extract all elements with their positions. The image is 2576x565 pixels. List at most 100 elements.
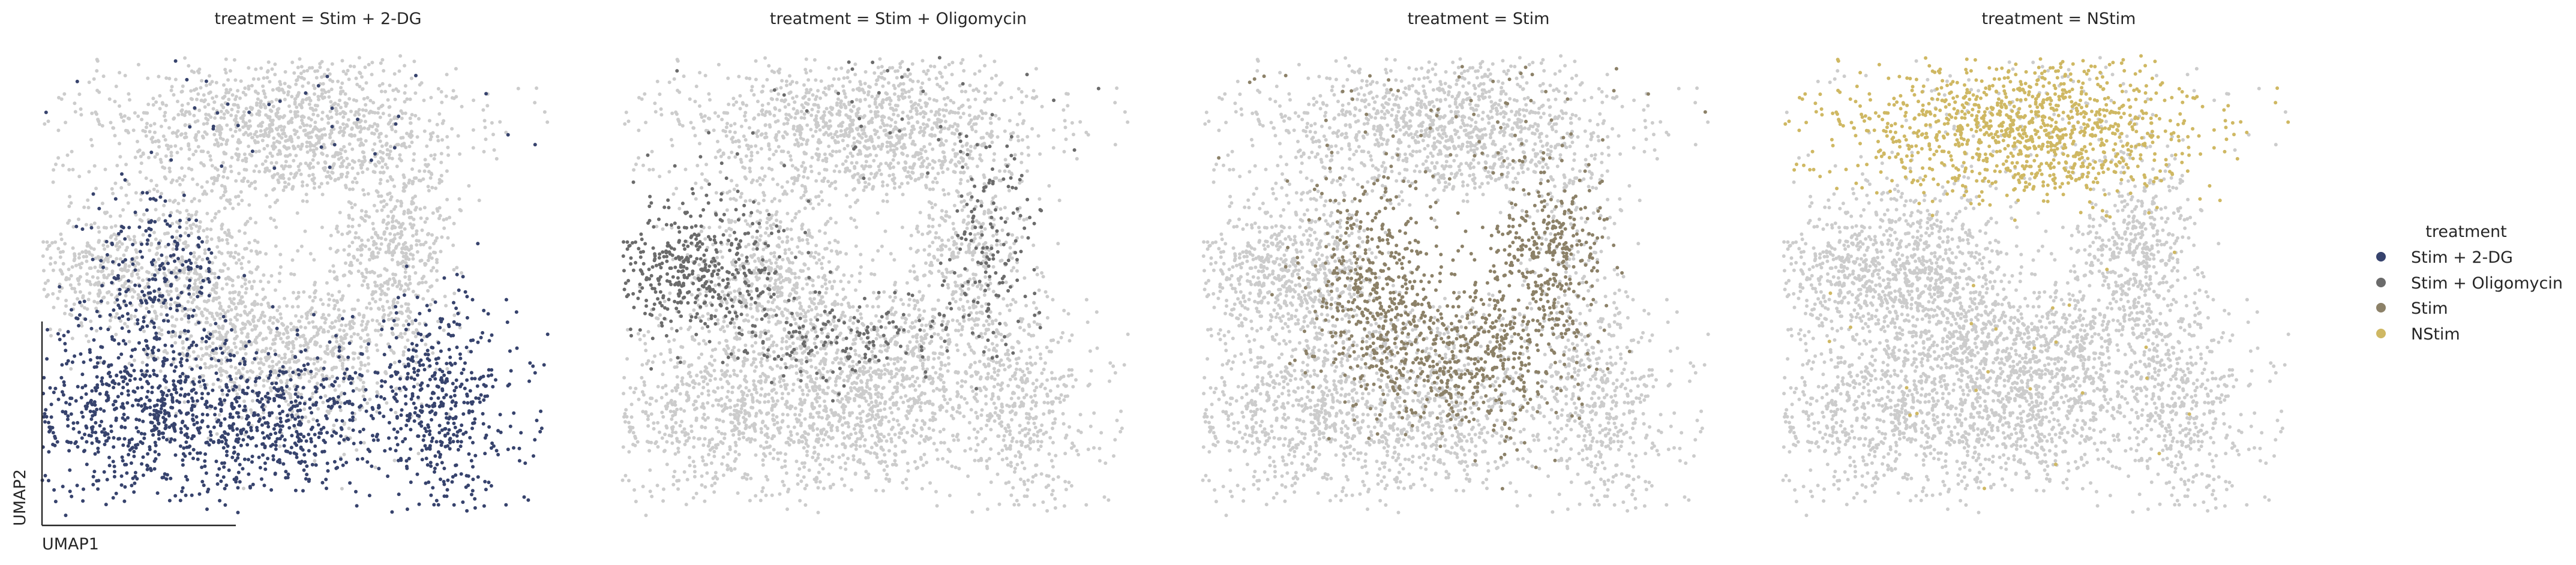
- highlight-point: [169, 437, 173, 441]
- background-point: [437, 112, 442, 116]
- background-point: [110, 187, 114, 191]
- highlight-point: [135, 477, 139, 481]
- background-point: [371, 243, 376, 247]
- background-point: [356, 172, 360, 176]
- background-point: [236, 106, 241, 109]
- background-point: [219, 196, 223, 200]
- background-point: [390, 127, 394, 131]
- highlight-point: [437, 423, 442, 428]
- background-point: [205, 347, 209, 351]
- background-point: [316, 161, 320, 165]
- highlight-point: [431, 486, 435, 490]
- background-point: [180, 89, 184, 94]
- background-point: [196, 119, 200, 123]
- background-point: [294, 360, 298, 364]
- background-point: [332, 298, 336, 302]
- highlight-point: [119, 352, 124, 356]
- background-point: [345, 157, 349, 161]
- background-point: [174, 266, 178, 270]
- highlight-point: [70, 396, 74, 401]
- highlight-point: [436, 450, 440, 454]
- background-point: [379, 178, 383, 182]
- background-point: [403, 64, 407, 68]
- background-point: [308, 142, 313, 146]
- background-point: [100, 269, 104, 274]
- background-point: [289, 110, 293, 113]
- background-point: [334, 227, 338, 231]
- highlight-point: [449, 407, 453, 411]
- background-point: [275, 416, 279, 420]
- background-point: [113, 181, 118, 185]
- background-point: [106, 301, 110, 305]
- background-point: [50, 241, 54, 245]
- background-point: [354, 110, 358, 114]
- background-point: [294, 314, 298, 318]
- background-point: [230, 235, 234, 239]
- background-point: [57, 95, 61, 100]
- panel-title-4: treatment = NStim: [1982, 10, 2136, 28]
- background-point: [215, 245, 220, 249]
- highlight-point: [404, 423, 409, 428]
- background-point: [163, 118, 167, 122]
- background-point: [42, 287, 46, 291]
- highlight-point: [145, 363, 149, 367]
- background-point: [392, 458, 397, 462]
- background-point: [401, 323, 406, 327]
- highlight-point: [490, 373, 494, 377]
- highlight-point: [470, 489, 475, 493]
- background-point: [287, 402, 290, 407]
- background-point: [115, 312, 119, 316]
- highlight-point: [117, 316, 121, 320]
- background-point: [167, 268, 171, 272]
- highlight-point: [512, 446, 515, 450]
- background-point: [118, 257, 122, 261]
- highlight-point: [125, 382, 130, 386]
- highlight-point: [98, 392, 102, 396]
- highlight-point: [483, 452, 487, 456]
- background-point: [311, 112, 316, 116]
- background-point: [364, 210, 368, 214]
- background-point: [347, 426, 351, 431]
- highlight-point: [399, 426, 403, 431]
- highlight-point: [395, 430, 400, 434]
- background-point: [433, 153, 437, 157]
- highlight-point: [394, 436, 398, 440]
- background-point: [190, 199, 194, 203]
- background-point: [343, 126, 347, 130]
- background-point: [296, 136, 301, 140]
- highlight-point: [147, 278, 151, 282]
- highlight-point: [124, 342, 128, 346]
- background-point: [292, 158, 296, 163]
- background-point: [51, 268, 55, 272]
- background-point: [322, 95, 326, 100]
- background-point: [340, 81, 344, 85]
- highlight-point: [337, 355, 341, 359]
- background-point: [376, 348, 380, 353]
- highlight-point: [450, 400, 454, 404]
- highlight-point: [394, 449, 398, 453]
- background-point: [337, 177, 340, 181]
- highlight-point: [300, 415, 304, 419]
- highlight-point: [266, 351, 271, 356]
- background-point: [287, 104, 291, 108]
- background-point: [450, 127, 454, 131]
- highlight-point: [428, 432, 432, 437]
- highlight-point: [140, 462, 144, 466]
- background-point: [202, 229, 206, 233]
- background-point: [195, 305, 199, 309]
- background-point: [127, 264, 131, 268]
- background-point: [370, 61, 374, 65]
- background-point: [350, 180, 355, 184]
- background-point: [277, 116, 281, 121]
- background-point: [367, 258, 371, 262]
- background-point: [233, 345, 238, 349]
- highlight-point: [434, 440, 439, 444]
- background-point: [305, 140, 309, 145]
- highlight-point: [97, 440, 101, 444]
- highlight-point: [348, 418, 352, 422]
- highlight-point: [152, 289, 157, 293]
- background-point: [253, 89, 257, 94]
- background-point: [151, 103, 155, 107]
- highlight-point: [263, 395, 268, 398]
- background-point: [242, 399, 246, 403]
